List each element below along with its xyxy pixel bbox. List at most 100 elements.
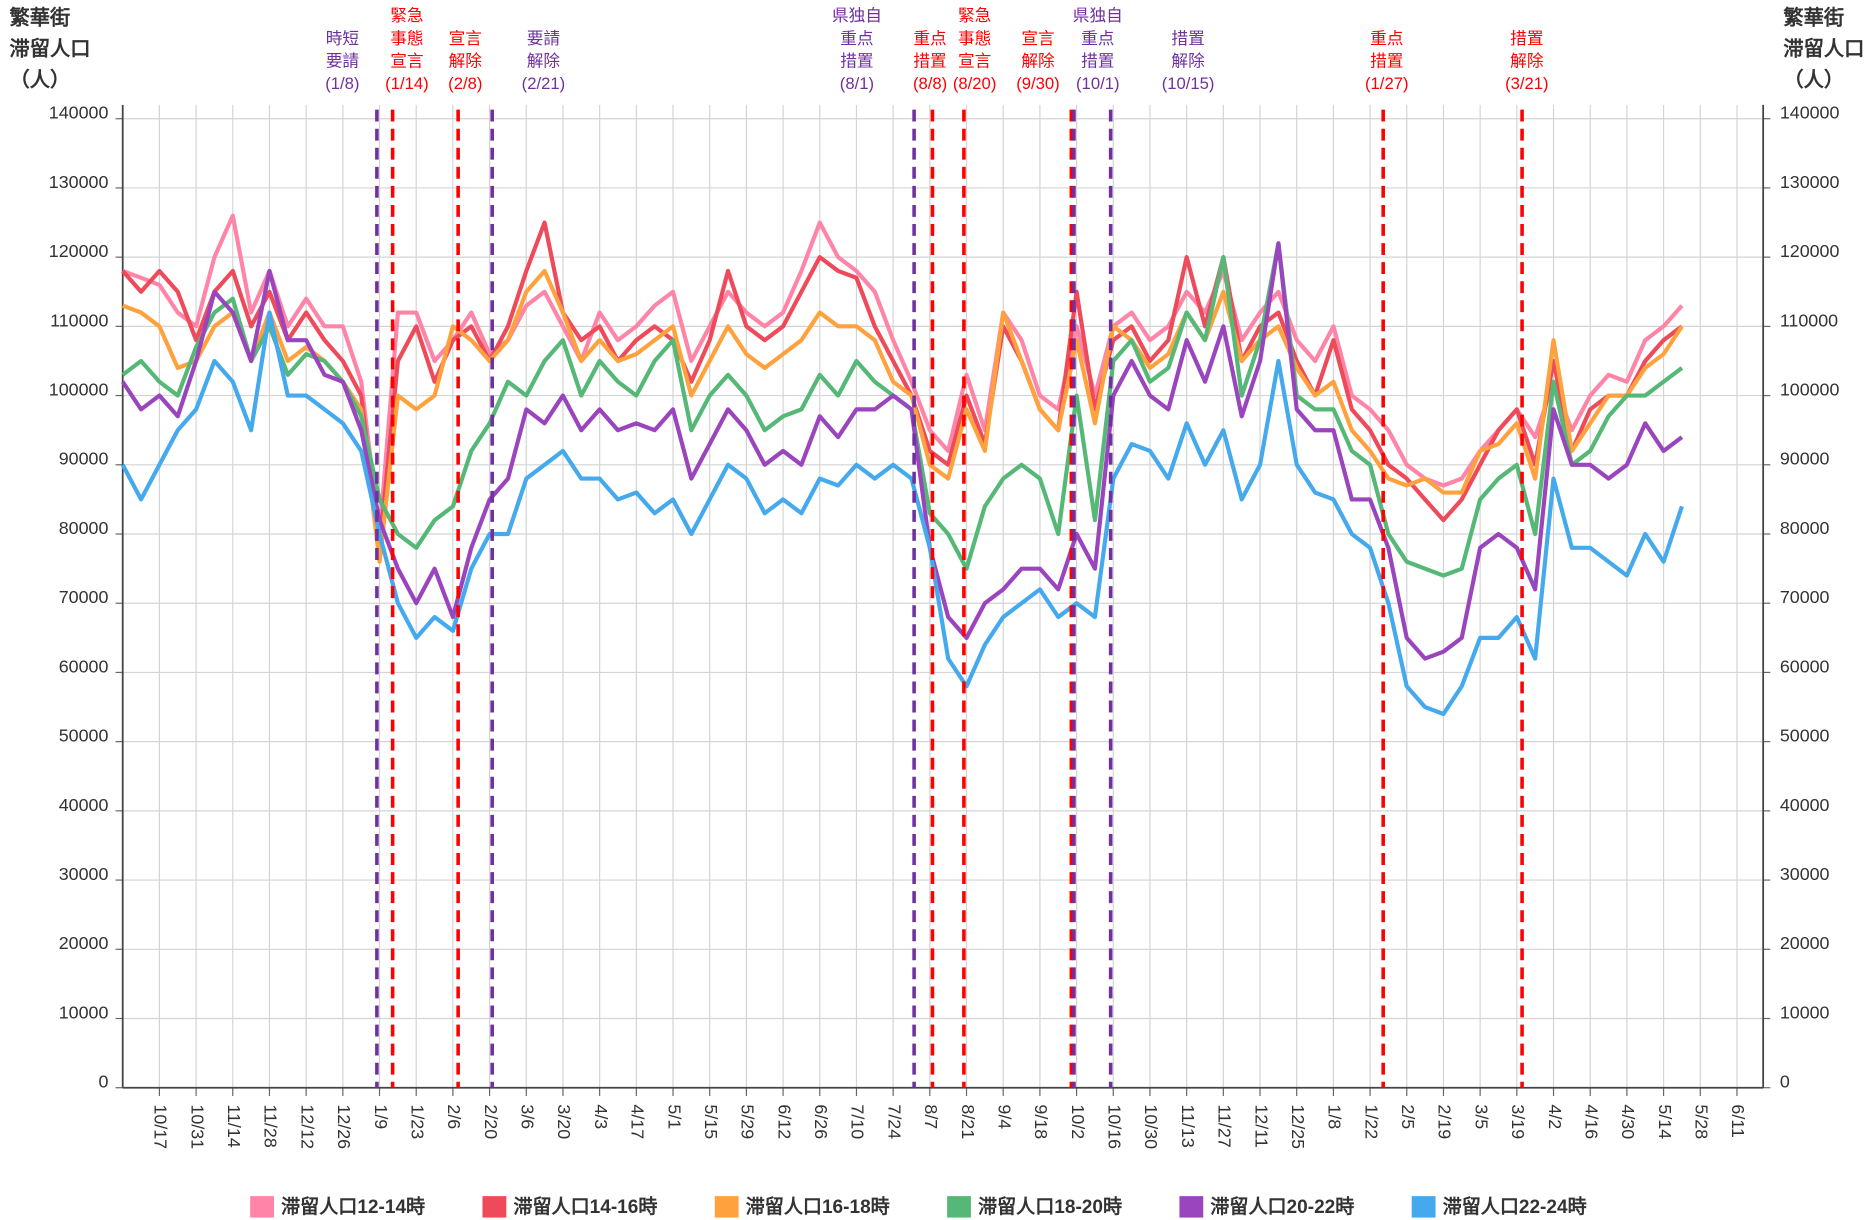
- legend-label: 滞留人口12-14時: [281, 1196, 425, 1218]
- legend-label: 滞留人口22-24時: [1443, 1196, 1587, 1218]
- event-label: 措置: [1171, 29, 1204, 48]
- x-tick-label: 3/6: [518, 1104, 538, 1129]
- event-label: (1/8): [325, 74, 359, 93]
- x-tick-label: 5/1: [664, 1104, 684, 1129]
- legend-swatch: [250, 1196, 275, 1218]
- event-label: 県独自: [1073, 6, 1123, 25]
- event-label: (9/30): [1016, 74, 1060, 93]
- y-tick-label: 110000: [50, 310, 108, 330]
- x-tick-label: 6/26: [811, 1104, 831, 1139]
- x-tick-label: 1/22: [1361, 1104, 1381, 1139]
- x-tick-label: 4/16: [1581, 1104, 1601, 1139]
- x-tick-label: 6/12: [774, 1104, 794, 1139]
- legend-swatch: [1411, 1196, 1436, 1218]
- y2-tick-label: 80000: [1780, 518, 1830, 538]
- event-label: 解除: [1021, 51, 1055, 70]
- y-tick-label: 70000: [59, 587, 109, 607]
- y2-tick-label: 30000: [1780, 864, 1830, 884]
- legend-label: 滞留人口20-22時: [1210, 1196, 1354, 1218]
- y-tick-label: 140000: [49, 103, 109, 123]
- x-tick-label: 11/27: [1215, 1104, 1235, 1147]
- legend-swatch: [947, 1196, 971, 1218]
- event-label: 重点: [913, 29, 946, 48]
- event-label: 宣言: [449, 29, 482, 48]
- x-tick-label: 10/30: [1141, 1104, 1161, 1149]
- x-tick-label: 2/5: [1398, 1104, 1418, 1129]
- y-tick-label: 50000: [59, 726, 109, 746]
- event-label: 緊急: [390, 6, 423, 25]
- event-label: 解除: [1510, 51, 1544, 70]
- x-tick-label: 12/26: [334, 1104, 354, 1149]
- x-tick-label: 1/23: [407, 1104, 427, 1139]
- y2-axis-label: （人）: [1783, 68, 1844, 91]
- series-line: [121, 241, 1684, 578]
- y2-axis-label: 滞留人口: [1783, 36, 1864, 60]
- y2-tick-label: 120000: [1780, 241, 1840, 261]
- event-label: 解除: [527, 51, 561, 70]
- x-tick-label: 10/17: [151, 1104, 171, 1149]
- x-tick-label: 5/15: [701, 1104, 721, 1139]
- event-label: (8/1): [840, 74, 874, 93]
- y2-tick-label: 140000: [1780, 103, 1840, 123]
- event-label: 事態: [958, 29, 991, 48]
- y2-tick-label: 20000: [1780, 933, 1830, 953]
- x-tick-label: 12/11: [1251, 1104, 1271, 1147]
- x-tick-label: 5/29: [738, 1104, 758, 1139]
- legend-swatch: [714, 1196, 739, 1218]
- series-line: [120, 310, 1684, 717]
- legend-label: 滞留人口16-18時: [746, 1196, 890, 1218]
- event-label: 措置: [1370, 51, 1403, 70]
- x-tick-label: 10/16: [1105, 1104, 1125, 1149]
- x-tick-label: 7/10: [848, 1104, 868, 1139]
- event-label: 措置: [913, 51, 946, 70]
- x-tick-label: 10/2: [1068, 1104, 1088, 1139]
- y2-tick-label: 40000: [1780, 795, 1830, 815]
- y-axis-label: 繁華街: [10, 5, 71, 29]
- event-label: 解除: [449, 51, 483, 70]
- x-tick-label: 5/14: [1655, 1104, 1675, 1139]
- y-tick-label: 10000: [59, 1002, 109, 1022]
- y2-tick-label: 10000: [1780, 1002, 1830, 1022]
- y2-tick-label: 60000: [1780, 656, 1830, 676]
- event-label: (3/21): [1505, 74, 1549, 93]
- event-label: 措置: [1081, 51, 1114, 70]
- y-tick-label: 90000: [59, 449, 109, 469]
- event-label: 事態: [390, 29, 423, 48]
- event-label: 重点: [1370, 29, 1403, 48]
- series-line: [121, 220, 1684, 550]
- event-label: 時短: [326, 29, 359, 48]
- x-tick-label: 1/9: [371, 1104, 391, 1129]
- x-tick-label: 8/21: [958, 1104, 978, 1139]
- legend-label: 滞留人口14-16時: [513, 1196, 657, 1218]
- event-label: 宣言: [390, 51, 423, 70]
- x-tick-label: 4/2: [1545, 1104, 1565, 1129]
- x-tick-label: 11/14: [224, 1104, 244, 1147]
- event-label: (2/21): [522, 74, 566, 93]
- y-tick-label: 40000: [59, 795, 109, 815]
- y-tick-label: 30000: [59, 864, 109, 884]
- event-label: 措置: [1510, 29, 1543, 48]
- x-tick-label: 2/19: [1435, 1104, 1455, 1139]
- x-tick-label: 1/8: [1325, 1104, 1345, 1129]
- x-tick-label: 10/31: [187, 1104, 207, 1149]
- legend-swatch: [1179, 1196, 1204, 1218]
- x-tick-label: 9/18: [1031, 1104, 1051, 1139]
- event-label: (10/15): [1162, 74, 1215, 93]
- legend-swatch: [482, 1196, 507, 1218]
- event-label: 県独自: [832, 6, 882, 25]
- y-tick-label: 60000: [59, 656, 109, 676]
- event-label: 要請: [326, 51, 359, 70]
- event-label: (1/27): [1365, 74, 1409, 93]
- x-tick-label: 3/5: [1471, 1104, 1491, 1129]
- y-tick-label: 130000: [49, 172, 109, 192]
- x-tick-label: 3/19: [1508, 1104, 1528, 1139]
- y2-tick-label: 100000: [1780, 380, 1840, 400]
- event-label: 解除: [1171, 51, 1205, 70]
- event-label: 重点: [840, 29, 873, 48]
- y-axis-label: （人）: [10, 68, 71, 91]
- event-label: (2/8): [448, 74, 482, 93]
- x-tick-label: 2/20: [481, 1104, 501, 1139]
- event-label: (10/1): [1076, 74, 1120, 93]
- y2-tick-label: 0: [1780, 1072, 1790, 1092]
